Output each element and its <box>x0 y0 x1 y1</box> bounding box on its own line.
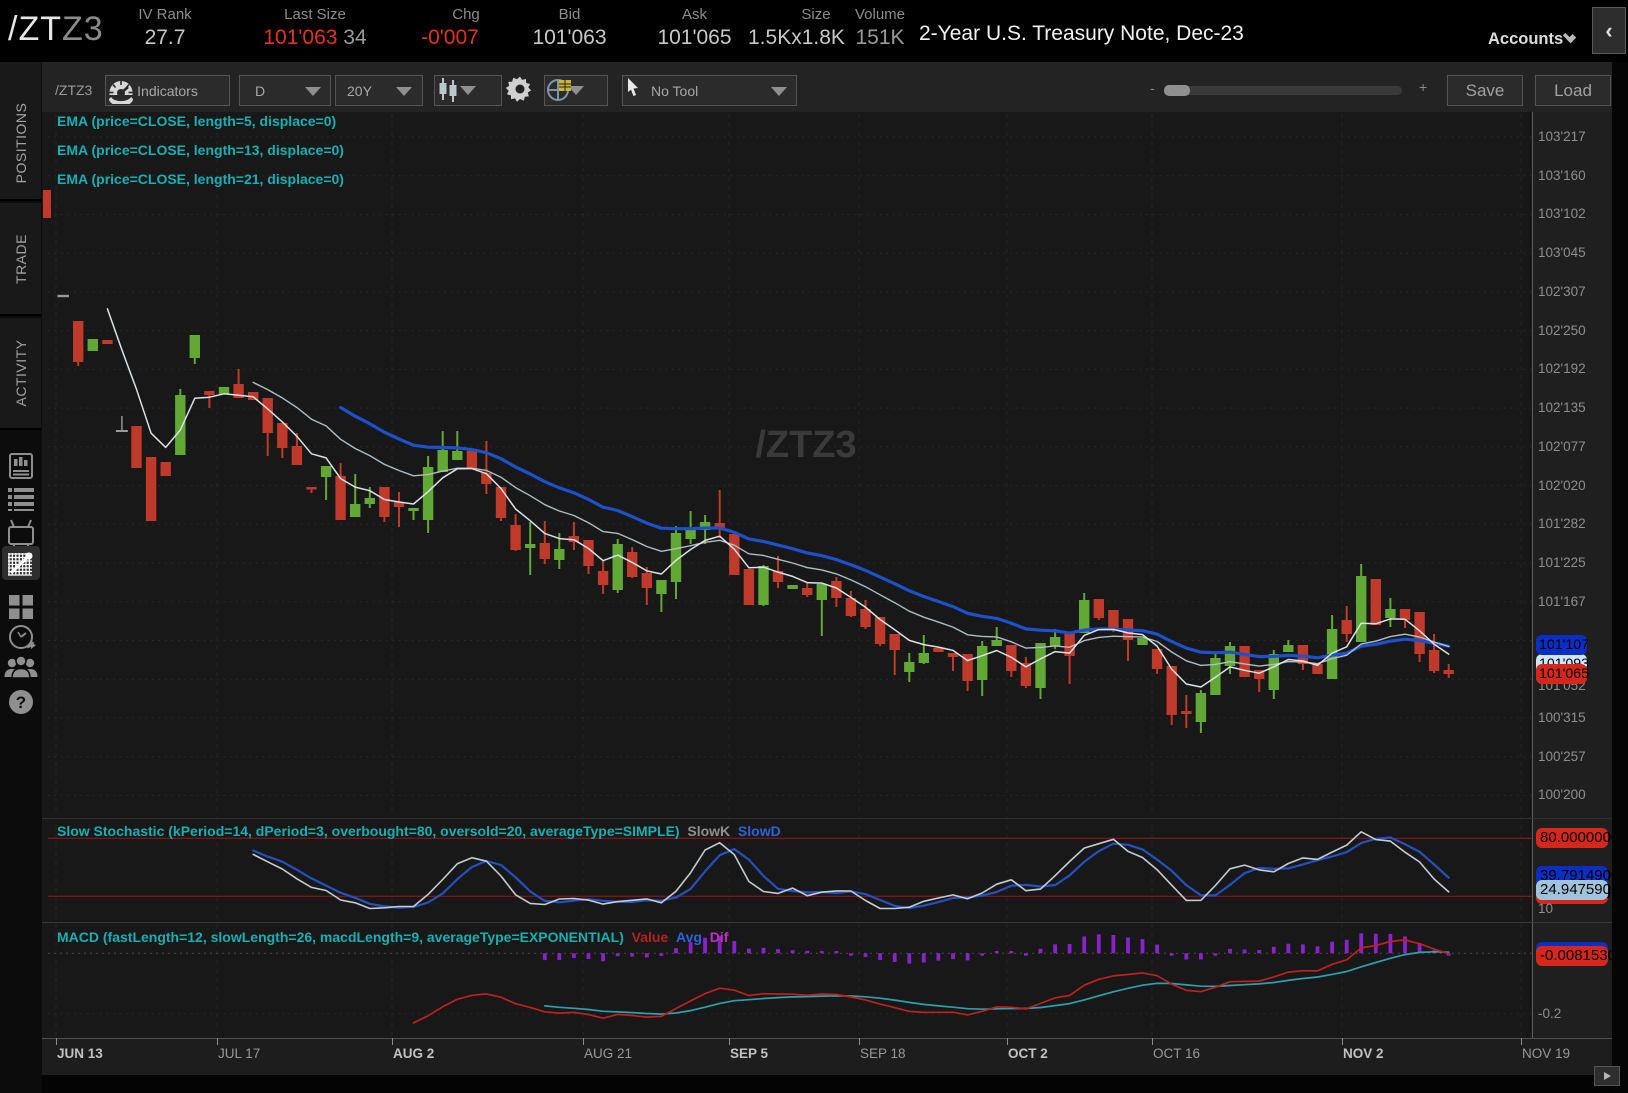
svg-text:/ZTZ3: /ZTZ3 <box>755 424 856 466</box>
svg-text:?: ? <box>16 693 26 712</box>
